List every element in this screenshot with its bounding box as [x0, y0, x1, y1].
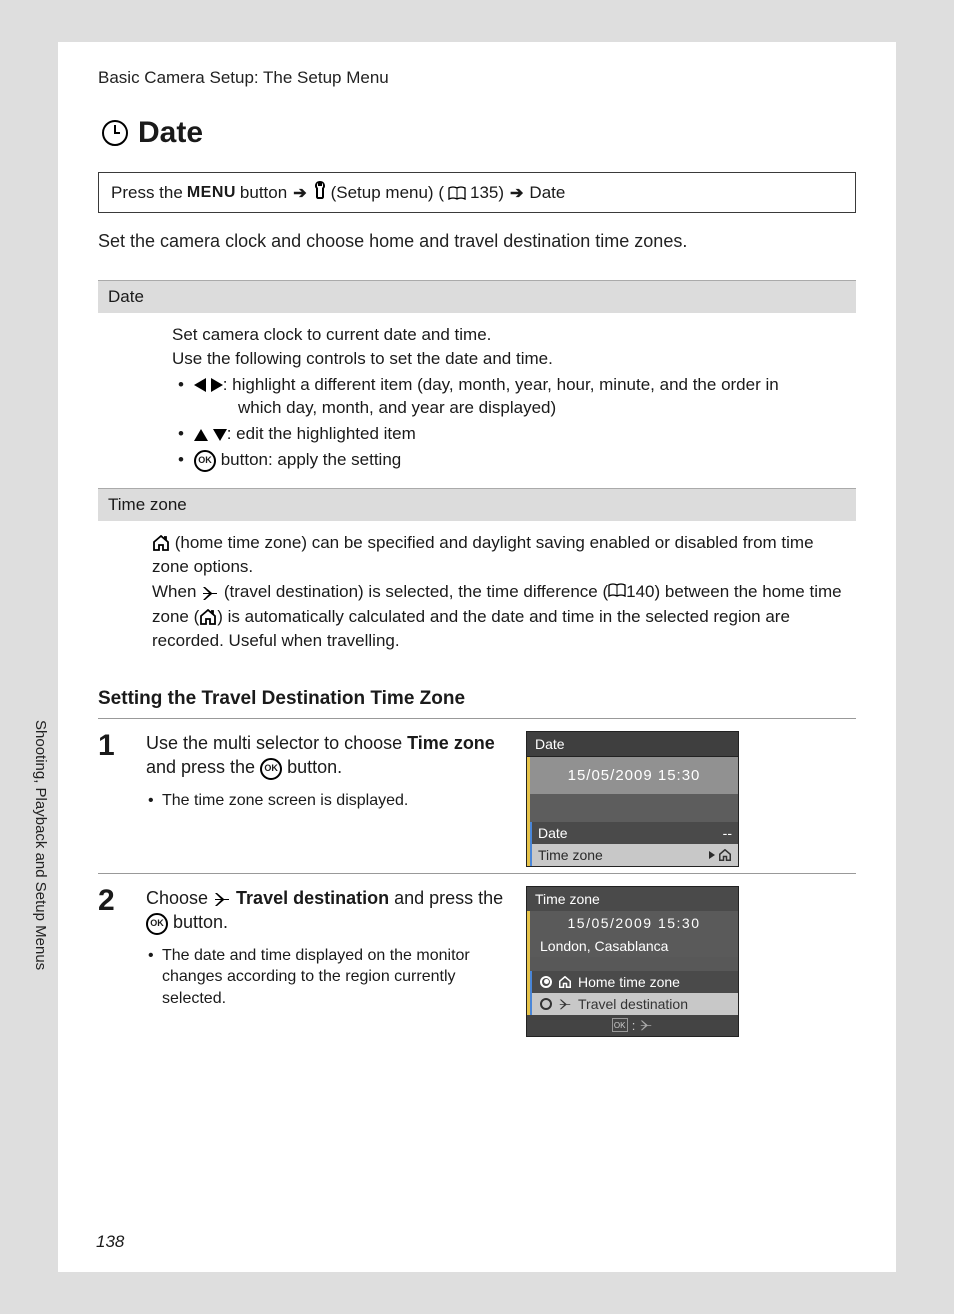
section-body-date: Set camera clock to current date and tim…	[98, 313, 856, 488]
step-number: 2	[98, 886, 136, 916]
cam-footer: OK :	[527, 1015, 738, 1036]
manual-page: Basic Camera Setup: The Setup Menu Date …	[58, 42, 896, 1272]
cam-option-label: Home time zone	[578, 974, 680, 990]
cam-option-travel: Travel destination	[532, 993, 738, 1015]
step-1: 1 Use the multi selector to choose Time …	[98, 731, 856, 867]
colon: :	[632, 1018, 636, 1033]
clock-icon	[102, 120, 128, 146]
cam-row-label: Date	[538, 825, 568, 841]
cam-spacer	[530, 957, 738, 971]
cam-row-label: Time zone	[538, 847, 603, 863]
section-header-date: Date	[98, 280, 856, 313]
book-icon	[448, 186, 466, 200]
camera-screen-1: Date 15/05/2009 15:30 Date -- Time zone	[526, 731, 739, 867]
body-line: Set camera clock to current date and tim…	[172, 323, 846, 347]
dash-icon: --	[723, 825, 732, 841]
triangle-right-icon	[211, 378, 223, 392]
ok-small-icon: OK	[612, 1018, 628, 1032]
home-icon	[718, 849, 732, 861]
cam-title: Time zone	[527, 887, 738, 911]
nav-text: Date	[529, 183, 565, 203]
menu-label: MENU	[187, 184, 236, 202]
divider	[98, 718, 856, 719]
step-line: Use the multi selector to choose	[146, 733, 407, 753]
nav-text: Press the	[111, 183, 183, 203]
page-title: Date	[138, 116, 203, 150]
cam-title: Date	[527, 732, 738, 757]
navigation-path: Press the MENU button ➔ (Setup menu) ( 1…	[98, 172, 856, 213]
bullet-text: : highlight a different item (day, month…	[223, 375, 779, 394]
triangle-right-icon	[709, 851, 715, 859]
step-text: Use the multi selector to choose Time zo…	[146, 731, 516, 811]
cam-option-label: Travel destination	[578, 996, 688, 1012]
ok-icon: OK	[194, 450, 216, 472]
cam-spacer	[530, 794, 738, 822]
wrench-icon	[313, 181, 327, 204]
triangle-left-icon	[194, 378, 206, 392]
cam-row-date: Date --	[532, 822, 738, 844]
home-icon	[199, 609, 217, 625]
section-header-timezone: Time zone	[98, 488, 856, 521]
page-number: 138	[96, 1232, 124, 1252]
bullet-item: : edit the highlighted item	[172, 422, 846, 446]
home-icon	[558, 976, 572, 988]
home-icon	[152, 535, 170, 551]
cam-datetime: 15/05/2009 15:30	[530, 911, 738, 935]
step-line: and press the	[389, 888, 503, 908]
plane-icon	[201, 585, 219, 601]
body-text: (travel destination) is selected, the ti…	[219, 582, 608, 601]
step-line: and press the	[146, 757, 260, 777]
step-number: 1	[98, 731, 136, 761]
step-line: Choose	[146, 888, 213, 908]
step-line-bold: Time zone	[407, 733, 495, 753]
step-text: Choose Travel destination and press the …	[146, 886, 516, 1009]
triangle-up-icon	[194, 429, 208, 441]
side-tab-label: Shooting, Playback and Setup Menus	[32, 720, 49, 970]
divider	[98, 873, 856, 874]
bullet-item: OK button: apply the setting	[172, 448, 846, 472]
camera-screen-2: Time zone 15/05/2009 15:30 London, Casab…	[526, 886, 739, 1037]
body-line: Use the following controls to set the da…	[172, 347, 846, 371]
nav-text: (Setup menu) (	[331, 183, 444, 203]
radio-off-icon	[540, 998, 552, 1010]
intro-text: Set the camera clock and choose home and…	[98, 231, 856, 252]
plane-icon	[558, 998, 572, 1010]
nav-text: button	[240, 183, 287, 203]
body-text: (home time zone) can be specified and da…	[152, 533, 814, 577]
book-icon	[608, 583, 626, 597]
section-body-timezone: (home time zone) can be specified and da…	[98, 521, 856, 668]
bullet-item: : highlight a different item (day, month…	[172, 373, 846, 421]
plane-icon	[639, 1019, 653, 1031]
arrow-right-icon: ➔	[293, 183, 306, 203]
bullet-text: button: apply the setting	[216, 450, 401, 469]
cam-datetime: 15/05/2009 15:30	[530, 757, 738, 794]
step-note: The time zone screen is displayed.	[146, 790, 516, 812]
breadcrumb: Basic Camera Setup: The Setup Menu	[98, 68, 856, 88]
radio-on-icon	[540, 976, 552, 988]
step-note: The date and time displayed on the monit…	[146, 945, 516, 1010]
page-title-row: Date	[102, 116, 856, 150]
step-line: button.	[282, 757, 342, 777]
bullet-text: which day, month, and year are displayed…	[194, 396, 846, 420]
plane-icon	[213, 891, 231, 907]
arrow-right-icon: ➔	[510, 183, 523, 203]
step-2: 2 Choose Travel destination and press th…	[98, 886, 856, 1037]
cam-location: London, Casablanca	[530, 935, 738, 957]
triangle-down-icon	[213, 429, 227, 441]
bullet-text: : edit the highlighted item	[227, 424, 416, 443]
step-line-bold: Travel destination	[231, 888, 389, 908]
cam-row-icons	[709, 849, 732, 861]
ok-icon: OK	[146, 913, 168, 935]
cam-row-timezone: Time zone	[532, 844, 738, 866]
ok-icon: OK	[260, 758, 282, 780]
body-text: When	[152, 582, 201, 601]
cam-option-home: Home time zone	[532, 971, 738, 993]
step-line: button.	[168, 912, 228, 932]
subheading: Setting the Travel Destination Time Zone	[98, 688, 856, 710]
nav-text: 135)	[470, 183, 504, 203]
body-text: ) is automatically calculated and the da…	[152, 607, 790, 651]
